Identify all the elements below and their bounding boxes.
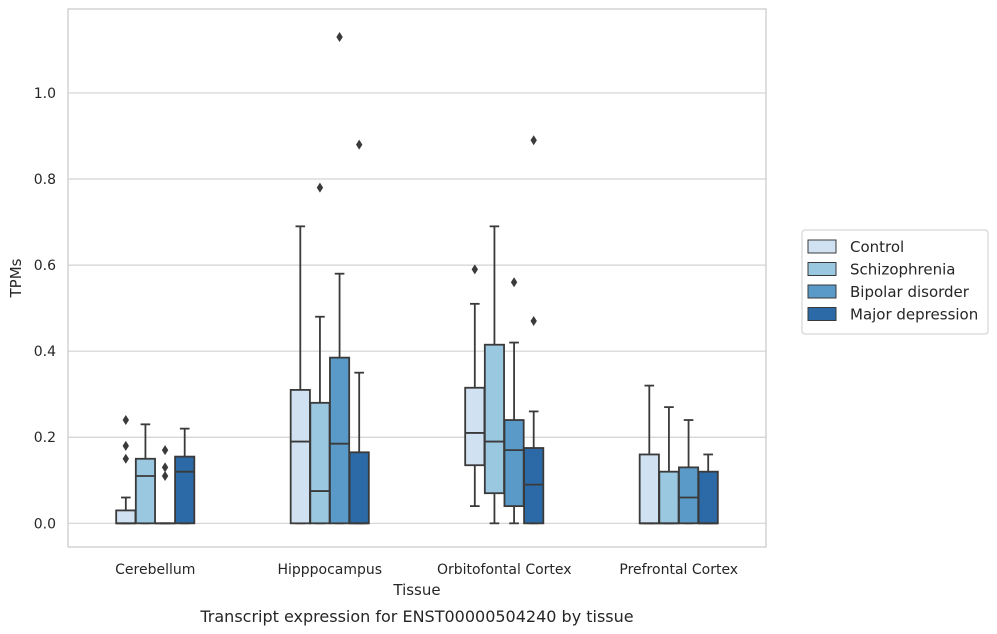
box-group (154, 445, 176, 525)
legend-label: Control (850, 238, 904, 256)
box (483, 343, 505, 495)
box-group (329, 31, 351, 525)
box (348, 451, 370, 525)
outlier-point (316, 182, 324, 193)
y-axis-ticks: 0.0 0.2 0.4 0.6 0.8 1.0 (34, 86, 56, 532)
y-tick-label: 0.0 (34, 516, 56, 532)
legend-item: Control (807, 238, 904, 256)
outlier-point (122, 453, 130, 464)
outlier-point (510, 277, 518, 288)
legend-swatch (807, 284, 837, 299)
box-group (348, 139, 370, 525)
outlier-point (336, 31, 343, 42)
box (523, 447, 545, 525)
box (678, 466, 700, 525)
box-group (174, 427, 196, 525)
box-group (658, 406, 680, 525)
box-group (483, 225, 505, 525)
legend-label: Schizophrenia (850, 261, 955, 279)
box-group (523, 135, 545, 525)
box (289, 389, 311, 525)
legend-item: Schizophrenia (807, 261, 955, 279)
outlier-point (122, 415, 130, 426)
x-tick-label: Cerebellum (115, 562, 195, 578)
box (638, 453, 660, 525)
outlier-point (161, 470, 169, 481)
box-group (503, 277, 525, 525)
box-plot-marks (115, 31, 719, 525)
y-tick-label: 0.6 (34, 258, 56, 274)
box-group (638, 384, 660, 525)
y-tick-label: 0.8 (34, 172, 56, 188)
box-group (464, 264, 486, 508)
y-tick-label: 1.0 (34, 86, 56, 102)
legend-label: Major depression (850, 306, 978, 324)
x-tick-label: Orbitofontal Cortex (437, 562, 572, 578)
x-tick-label: Hipppocampus (277, 562, 382, 578)
box (329, 356, 351, 525)
box (464, 386, 486, 467)
box-group (678, 419, 700, 525)
chart-caption: Transcript expression for ENST0000050424… (199, 607, 633, 626)
legend-item: Major depression (807, 306, 978, 324)
box (134, 457, 156, 525)
legend-swatch (807, 239, 837, 254)
outlier-point (122, 440, 130, 451)
outlier-point (355, 139, 363, 150)
box (115, 509, 137, 525)
box-group (289, 225, 311, 525)
legend-label: Bipolar disorder (850, 283, 970, 301)
legend: Control Schizophrenia Bipolar disorder Majo… (801, 229, 989, 335)
box-group (697, 453, 719, 525)
box (174, 455, 196, 525)
y-tick-label: 0.4 (34, 344, 56, 360)
outlier-point (530, 316, 537, 327)
outlier-point (161, 462, 169, 473)
x-axis-ticks: Cerebellum Hipppocampus Orbitofontal Corte… (115, 562, 738, 578)
box-group (309, 182, 331, 525)
x-axis-label: Tissue (392, 581, 440, 599)
outlier-point (161, 445, 169, 456)
box (503, 419, 525, 508)
box-group (134, 423, 156, 525)
box (309, 401, 331, 525)
legend-swatch (807, 262, 837, 276)
legend-item: Bipolar disorder (807, 283, 970, 301)
box (697, 470, 719, 525)
x-tick-label: Prefrontal Cortex (619, 562, 738, 578)
box-group (115, 415, 137, 525)
outlier-point (530, 135, 537, 146)
box (658, 470, 680, 525)
legend-frame (801, 229, 989, 335)
y-tick-label: 0.2 (34, 430, 56, 446)
legend-swatch (807, 307, 837, 321)
grid-lines (68, 92, 766, 524)
outlier-point (471, 264, 479, 275)
y-axis-label: TPMs (7, 258, 25, 298)
plot-frame (67, 8, 767, 548)
